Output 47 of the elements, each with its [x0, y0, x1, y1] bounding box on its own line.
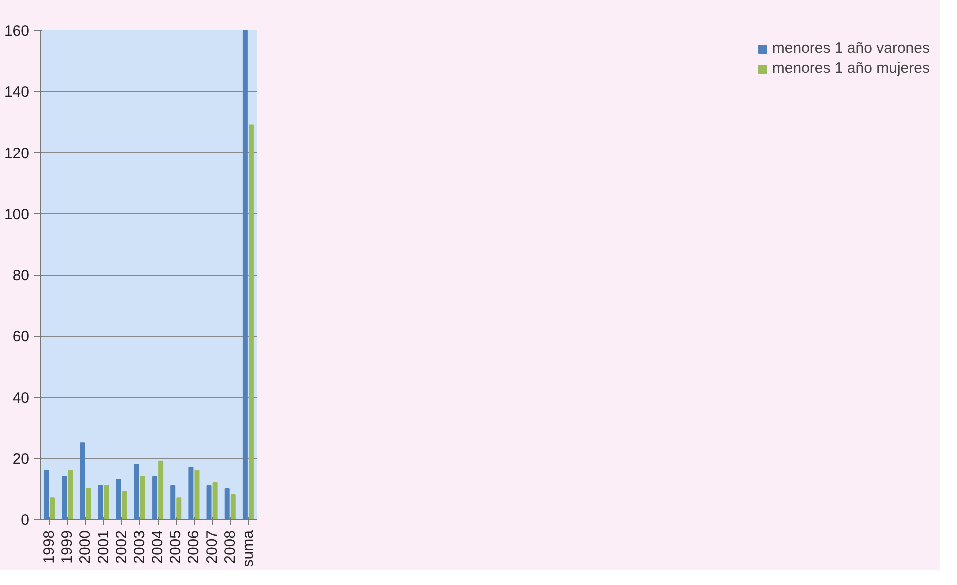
bar [248, 124, 254, 520]
bar [152, 476, 158, 520]
x-tick-label: 2000 [77, 530, 94, 564]
bar [212, 482, 218, 520]
y-tick-label: 40 [12, 390, 30, 407]
y-tick-label: 80 [12, 268, 30, 284]
x-tick-label: 1999 [59, 530, 76, 564]
bar [194, 470, 200, 520]
x-tick-label: 2001 [95, 530, 112, 564]
bar [86, 488, 92, 520]
bar [98, 485, 104, 520]
bar [140, 476, 146, 520]
bar [230, 494, 236, 520]
bar [176, 498, 182, 520]
bar [170, 485, 176, 520]
y-tick-label: 100 [4, 206, 30, 224]
bar [62, 476, 68, 520]
x-tick-label: 2008 [222, 530, 239, 564]
bar [158, 460, 164, 520]
bar [116, 479, 122, 520]
y-tick-label: 60 [12, 328, 30, 346]
legend-label: menores 1 año mujeres [772, 60, 930, 77]
legend-label: menores 1 año varones [772, 40, 930, 57]
bar [242, 30, 248, 520]
bar [122, 491, 128, 520]
bar [134, 464, 140, 520]
bar [68, 470, 74, 520]
x-tick-label: 2006 [186, 530, 203, 564]
bar [104, 485, 110, 520]
x-tick-label: 2004 [150, 530, 167, 564]
x-tick-label: suma [240, 530, 257, 568]
x-tick-label: 2005 [168, 530, 185, 564]
bar [188, 467, 194, 520]
y-tick-label: 160 [4, 23, 30, 40]
bar [224, 488, 230, 520]
y-tick-label: 140 [4, 84, 30, 102]
bar [50, 498, 56, 520]
x-tick-label: 2003 [131, 530, 148, 564]
x-tick-label: 2002 [113, 530, 130, 564]
bar [80, 442, 86, 520]
x-tick-label: 2007 [204, 530, 221, 564]
y-tick-label: 120 [4, 145, 30, 162]
bar [206, 485, 212, 520]
bar [44, 470, 50, 520]
y-tick-label: 0 [21, 512, 30, 529]
x-tick-label: 1998 [41, 530, 58, 564]
y-tick-label: 20 [12, 450, 30, 468]
